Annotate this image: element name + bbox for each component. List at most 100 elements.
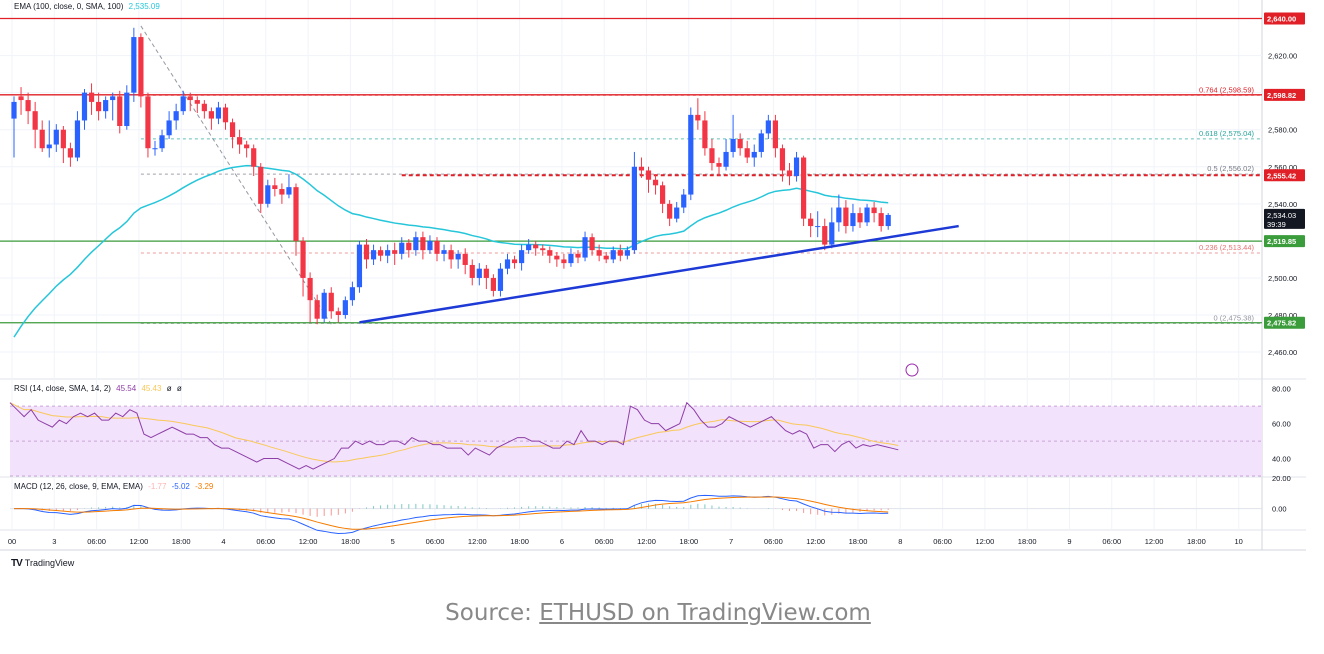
time-tick-label: 00 [8, 537, 16, 546]
time-tick-label: 18:00 [172, 537, 191, 546]
macd-tick-label: 20.00 [1272, 474, 1291, 483]
candle-body [511, 259, 518, 264]
candle-body [476, 268, 482, 278]
price-tick-label: 2,620.00 [1268, 52, 1297, 61]
candle-body [786, 170, 793, 177]
candle-body [730, 138, 736, 152]
candle-body [667, 203, 673, 219]
candle-body [314, 300, 320, 319]
candle-body [11, 101, 17, 119]
candle-body [497, 268, 504, 291]
ema-legend: EMA (100, close, 0, SMA, 100) 2,535.09 [14, 2, 163, 11]
candle-body [638, 166, 645, 171]
signal-line [13, 496, 889, 530]
macd-line [13, 494, 889, 534]
candle-body [363, 244, 370, 260]
candle-body [138, 37, 144, 97]
price-chart: 00 3 06:00 12:00 18:00 4 06:00 12:00 18:00 5 06:00… [0, 0, 1306, 551]
tradingview-brand[interactable]: TV TradingView [11, 558, 74, 569]
candle-body [251, 148, 257, 167]
horizontal-level-tag [1264, 316, 1305, 329]
price-tick-label: 2,540.00 [1268, 200, 1297, 209]
candle-body [765, 120, 771, 134]
candle-body [335, 311, 341, 315]
rsi-legend-null-1: ø [166, 384, 172, 393]
time-tick-label: 8 [898, 537, 902, 546]
candle-body [237, 137, 243, 145]
candle-body [39, 129, 45, 149]
candle-body [88, 92, 95, 102]
tradingview-logo-icon: TV [11, 558, 23, 569]
candle-body [610, 250, 616, 260]
candle-body [272, 185, 278, 189]
candle-body [413, 237, 419, 251]
candle-body [208, 111, 214, 119]
candle-body [843, 207, 849, 227]
candle-body [420, 237, 426, 251]
time-tick-label: 18:00 [849, 537, 868, 546]
candle-body [159, 135, 165, 149]
candle-body [526, 244, 532, 251]
current-price-tag [1264, 208, 1305, 229]
ema-legend-name: EMA (100, close, 0, SMA, 100) [14, 2, 124, 11]
rsi-line [9, 401, 899, 470]
candle-body [434, 240, 440, 254]
candle-body [328, 292, 334, 312]
fib-anchor-line [140, 25, 332, 325]
candle-body [779, 148, 786, 171]
candle-body [850, 213, 856, 227]
candle-body [173, 111, 179, 121]
candle-body [702, 120, 708, 149]
candle-body [279, 189, 285, 195]
candle-body [744, 148, 750, 158]
candle-body [617, 250, 623, 256]
rsi-legend-null-2: ø [176, 384, 182, 393]
source-caption: Source: ETHUSD on TradingView.com [0, 600, 1316, 626]
candle-body [652, 179, 659, 186]
candle-body [229, 122, 236, 138]
candle-body [152, 148, 158, 150]
candle-body [490, 277, 496, 291]
fib-level-label: 0.5 (2,556.02) [1207, 164, 1254, 173]
horizontal-level-tag [1264, 88, 1305, 101]
candle-body [469, 264, 475, 278]
candle-body [201, 103, 207, 112]
macd-legend-hist: -1.77 [148, 482, 167, 491]
price-tick-label: 2,460.00 [1268, 348, 1297, 357]
countdown-text: 39:39 [1267, 220, 1286, 229]
candle-body [589, 237, 595, 251]
time-tick-label: 06:00 [764, 537, 783, 546]
candle-body [60, 129, 66, 149]
source-prefix: Source: [445, 600, 540, 626]
horizontal-level-tag [1264, 235, 1305, 248]
candle-body [688, 114, 694, 195]
macd-tick-label: 0.00 [1272, 505, 1287, 514]
candle-body [131, 37, 137, 93]
candle-body [293, 187, 299, 241]
candle-body [349, 287, 355, 301]
candle-body [286, 187, 292, 195]
candle-body [871, 207, 877, 214]
candle-body [723, 151, 729, 167]
candle-body [455, 253, 461, 260]
candle-body [758, 133, 764, 152]
candle-body [624, 250, 630, 256]
rsi-legend-name: RSI (14, close, SMA, 14, 2) [14, 384, 111, 393]
candle-body [815, 226, 821, 228]
candle-body [321, 292, 327, 319]
price-tick-label: 2,480.00 [1268, 311, 1297, 320]
time-tick-label: 12:00 [637, 537, 656, 546]
candle-body [378, 250, 384, 256]
time-tick-label: 7 [729, 537, 733, 546]
candle-body [822, 226, 828, 245]
candle-body [554, 255, 560, 260]
fib-level-label: 0 (2,475.38) [1214, 314, 1255, 323]
time-tick-label: 5 [391, 537, 395, 546]
candle-body [187, 96, 193, 101]
replay-icon [905, 363, 919, 377]
candles-group [11, 27, 891, 325]
candle-body [74, 120, 81, 158]
source-link[interactable]: ETHUSD on TradingView.com [539, 600, 871, 626]
candle-body [32, 111, 38, 130]
candle-body [18, 96, 24, 101]
